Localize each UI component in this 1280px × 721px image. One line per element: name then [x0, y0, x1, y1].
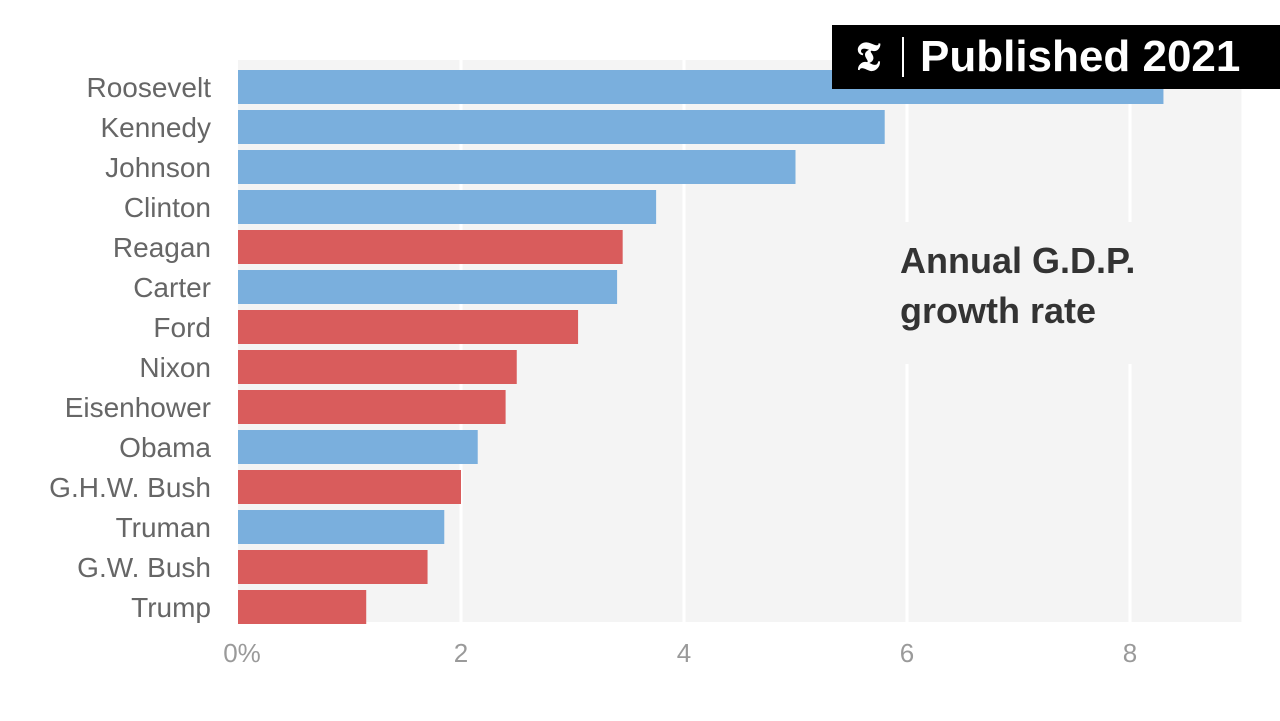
bar-eisenhower — [238, 390, 506, 424]
bar-carter — [238, 270, 618, 304]
annotation-background — [885, 222, 1155, 364]
category-label-roosevelt: Roosevelt — [86, 72, 211, 103]
category-labels: Roosevelt Kennedy Johnson Clinton Reagan Cart… — [49, 72, 211, 623]
category-label-ford: Ford — [153, 312, 211, 343]
category-label-g-w-bush: G.W. Bush — [77, 552, 211, 583]
category-label-obama: Obama — [119, 432, 211, 463]
category-label-truman: Truman — [116, 512, 211, 543]
bar-clinton — [238, 190, 657, 224]
category-label-reagan: Reagan — [113, 232, 211, 263]
category-label-g-h-w-bush: G.H.W. Bush — [49, 472, 211, 503]
bar-johnson — [238, 150, 796, 184]
category-label-johnson: Johnson — [105, 152, 211, 183]
category-label-trump: Trump — [131, 592, 211, 623]
bar-obama — [238, 430, 478, 464]
bars — [238, 70, 1164, 624]
category-label-nixon: Nixon — [139, 352, 211, 383]
x-tick-label-6: 6 — [900, 638, 914, 668]
category-label-carter: Carter — [133, 272, 211, 303]
badge-divider — [902, 37, 904, 77]
x-tick-label-0: 0% — [223, 638, 261, 668]
bar-trump — [238, 590, 367, 624]
bar-g-w-bush — [238, 550, 428, 584]
nyt-logo-icon: 𝕿 — [855, 33, 881, 80]
x-tick-label-8: 8 — [1123, 638, 1137, 668]
published-date-label: Published 2021 — [920, 32, 1241, 81]
category-label-eisenhower: Eisenhower — [65, 392, 211, 423]
annotation-line-2: growth rate — [900, 290, 1096, 331]
bar-reagan — [238, 230, 623, 264]
x-tick-labels: 0% 2 4 6 8 — [223, 638, 1137, 668]
x-tick-label-2: 2 — [454, 638, 468, 668]
bar-ford — [238, 310, 579, 344]
x-tick-label-4: 4 — [677, 638, 691, 668]
bar-kennedy — [238, 110, 885, 144]
annotation: Annual G.D.P. growth rate — [885, 222, 1155, 364]
category-label-clinton: Clinton — [124, 192, 211, 223]
bar-nixon — [238, 350, 517, 384]
annotation-line-1: Annual G.D.P. — [900, 240, 1135, 281]
bar-g-h-w-bush — [238, 470, 461, 504]
published-badge: 𝕿 Published 2021 — [832, 25, 1280, 89]
category-label-kennedy: Kennedy — [100, 112, 211, 143]
bar-truman — [238, 510, 445, 544]
